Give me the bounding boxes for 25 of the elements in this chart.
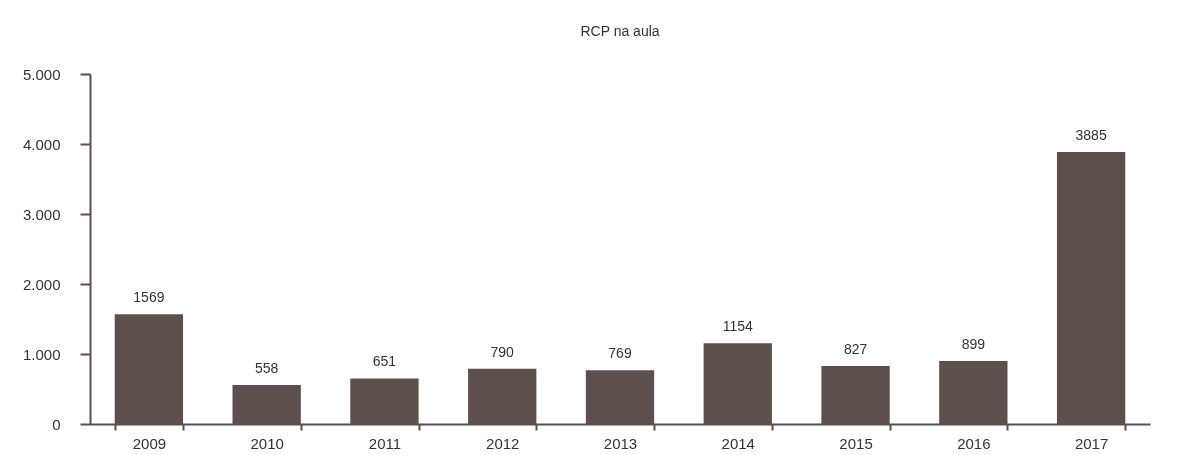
x-tick-label: 2011: [368, 434, 402, 452]
x-tick-label: 2009: [132, 434, 167, 452]
x-tick-label: 2017: [1074, 434, 1109, 452]
y-tick-label: 5.000: [22, 65, 61, 83]
x-tick-label: 2016: [957, 434, 991, 452]
data-label: 790: [490, 343, 515, 360]
data-label: 651: [372, 353, 397, 370]
data-label: 827: [843, 341, 868, 358]
y-tick-label: 1.000: [22, 345, 61, 363]
data-label: 769: [608, 345, 632, 362]
y-tick-label: 0: [52, 415, 61, 433]
chart-title: RCP na aula: [580, 23, 660, 39]
data-label: 3885: [1075, 127, 1107, 144]
y-tick-label: 2.000: [22, 275, 61, 293]
data-label: 1569: [133, 289, 165, 306]
data-label: 899: [961, 336, 986, 353]
y-tick-label: 4.000: [22, 135, 61, 153]
x-tick-label: 2013: [603, 434, 638, 452]
data-label: 558: [254, 359, 279, 376]
x-tick-label: 2015: [839, 434, 873, 452]
x-tick-label: 2014: [721, 434, 755, 452]
data-label: 1154: [722, 318, 754, 335]
y-tick-label: 3.000: [22, 205, 61, 223]
x-tick-label: 2012: [486, 434, 520, 452]
x-tick-label: 2010: [250, 434, 284, 452]
